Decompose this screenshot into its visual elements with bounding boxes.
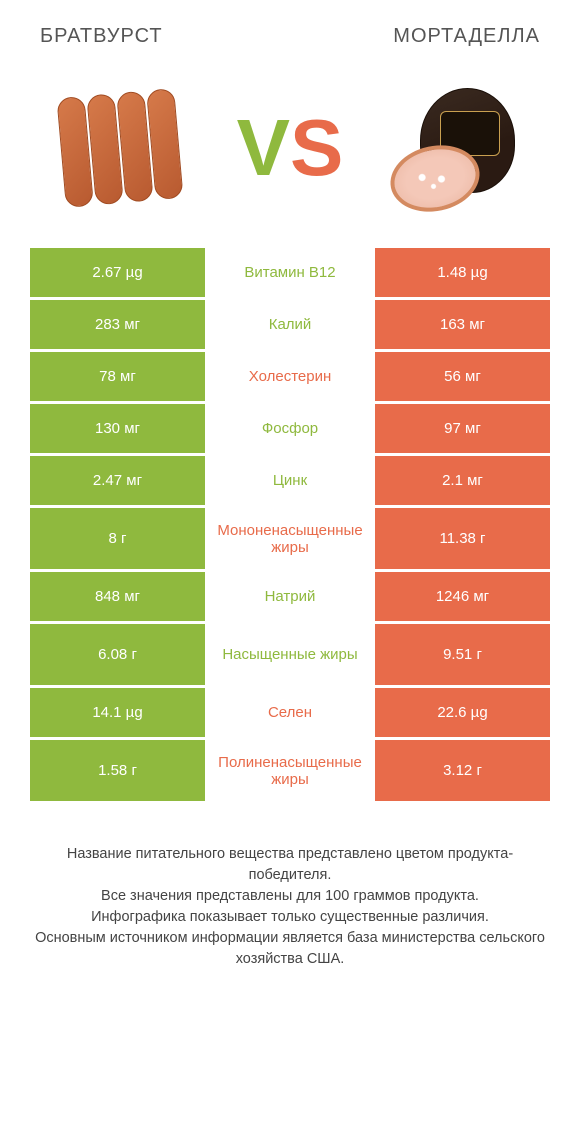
nutrient-label: Селен <box>205 688 375 737</box>
left-value: 1.58 г <box>30 740 205 801</box>
table-row: 1.58 гПолиненасыщенные жиры3.12 г <box>30 740 550 804</box>
right-value: 1246 мг <box>375 572 550 621</box>
vs-v: V <box>237 108 290 188</box>
right-product-title: МОРТАДЕЛЛА <box>393 25 540 48</box>
nutrient-label: Калий <box>205 300 375 349</box>
nutrient-label: Цинк <box>205 456 375 505</box>
nutrient-label: Холестерин <box>205 352 375 401</box>
right-product-image <box>380 83 540 213</box>
vs-label: VS <box>237 108 344 188</box>
right-value: 163 мг <box>375 300 550 349</box>
table-row: 848 мгНатрий1246 мг <box>30 572 550 624</box>
right-value: 3.12 г <box>375 740 550 801</box>
right-value: 2.1 мг <box>375 456 550 505</box>
right-value: 97 мг <box>375 404 550 453</box>
right-value: 56 мг <box>375 352 550 401</box>
left-value: 130 мг <box>30 404 205 453</box>
images-row: VS <box>0 58 580 248</box>
nutrient-label: Полиненасыщенные жиры <box>205 740 375 801</box>
left-value: 848 мг <box>30 572 205 621</box>
nutrient-label: Натрий <box>205 572 375 621</box>
right-value: 22.6 µg <box>375 688 550 737</box>
table-row: 2.47 мгЦинк2.1 мг <box>30 456 550 508</box>
right-value: 9.51 г <box>375 624 550 685</box>
table-row: 8 гМононенасыщенные жиры11.38 г <box>30 508 550 572</box>
table-row: 6.08 гНасыщенные жиры9.51 г <box>30 624 550 688</box>
right-value: 11.38 г <box>375 508 550 569</box>
nutrient-table: 2.67 µgВитамин B121.48 µg283 мгКалий163 … <box>0 248 580 804</box>
nutrient-label: Фосфор <box>205 404 375 453</box>
footer-notes: Название питательного вещества представл… <box>0 804 580 990</box>
footer-line: Основным источником информации является … <box>30 928 550 970</box>
table-row: 14.1 µgСелен22.6 µg <box>30 688 550 740</box>
left-value: 78 мг <box>30 352 205 401</box>
table-row: 78 мгХолестерин56 мг <box>30 352 550 404</box>
footer-line: Инфографика показывает только существенн… <box>30 907 550 928</box>
nutrient-label: Насыщенные жиры <box>205 624 375 685</box>
left-value: 14.1 µg <box>30 688 205 737</box>
nutrient-label: Мононенасыщенные жиры <box>205 508 375 569</box>
left-value: 2.67 µg <box>30 248 205 297</box>
table-row: 2.67 µgВитамин B121.48 µg <box>30 248 550 300</box>
left-value: 6.08 г <box>30 624 205 685</box>
right-value: 1.48 µg <box>375 248 550 297</box>
left-value: 8 г <box>30 508 205 569</box>
table-row: 130 мгФосфор97 мг <box>30 404 550 456</box>
nutrient-label: Витамин B12 <box>205 248 375 297</box>
left-value: 283 мг <box>30 300 205 349</box>
footer-line: Название питательного вещества представл… <box>30 844 550 886</box>
table-row: 283 мгКалий163 мг <box>30 300 550 352</box>
sausages-icon <box>56 88 183 208</box>
mortadella-icon <box>385 83 535 213</box>
vs-s: S <box>290 108 343 188</box>
left-value: 2.47 мг <box>30 456 205 505</box>
left-product-image <box>40 83 200 213</box>
header: БРАТВУРСТ МОРТАДЕЛЛА <box>0 0 580 58</box>
footer-line: Все значения представлены для 100 граммо… <box>30 886 550 907</box>
left-product-title: БРАТВУРСТ <box>40 25 163 48</box>
